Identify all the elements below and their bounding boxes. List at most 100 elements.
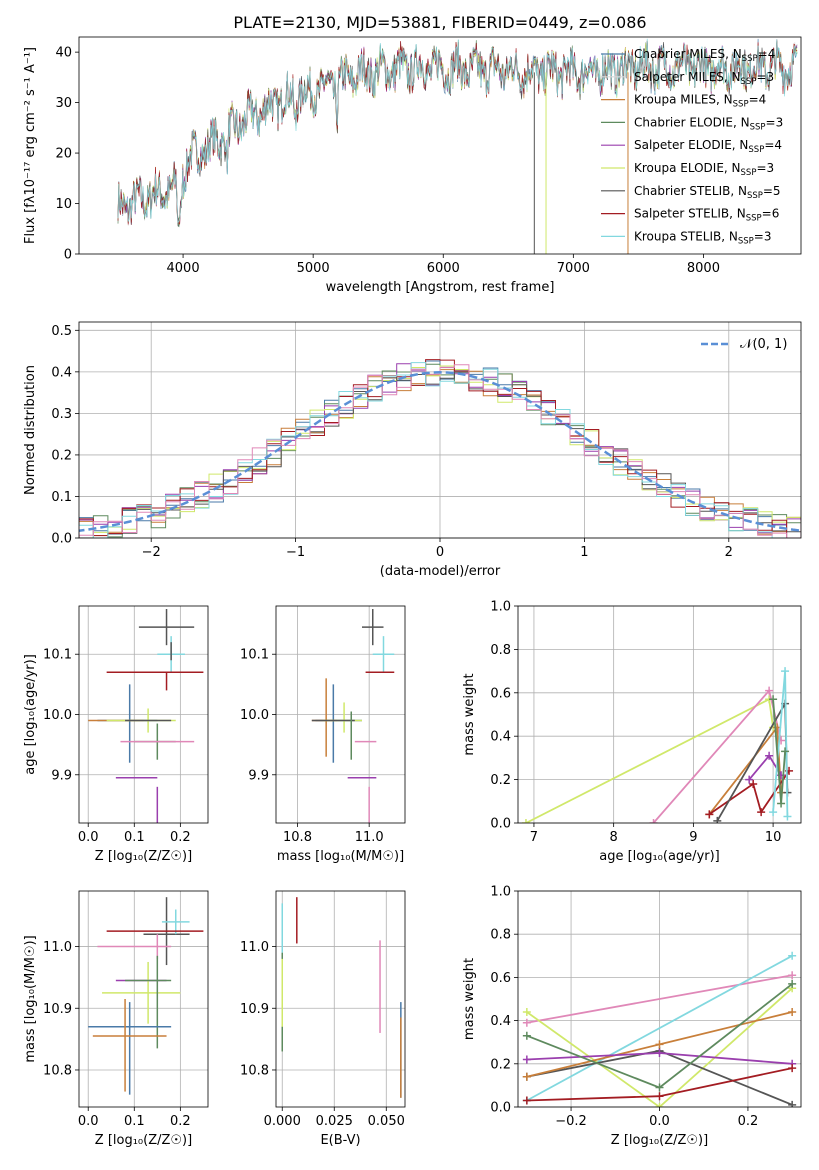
y-tick-label: 11.0 [240,940,269,955]
errorbar-point [362,609,384,646]
y-tick-label: 40 [55,46,72,61]
weight-point-marker [788,971,797,980]
weight-point-marker [522,1031,531,1040]
weight-point-marker [783,812,792,821]
x-tick-label: 0.2 [170,830,191,845]
plot-area [522,951,797,1107]
x-tick-label: 11.0 [355,830,384,845]
weight-point-marker [655,1049,664,1057]
plot-area [311,609,395,823]
y-tick-label: 0.4 [490,730,511,745]
x-tick-label: 2 [725,545,733,560]
weight-point-marker [788,951,797,960]
x-tick-label: −2 [142,545,161,560]
y-tick-label: 11.0 [43,940,72,955]
y-tick-label: 10.0 [240,708,269,723]
y-tick-label: 0 [64,248,72,263]
y-tick-label: 10.9 [43,1002,72,1017]
histogram-step [79,364,801,538]
y-tick-label: 0.2 [490,773,511,788]
y-axis-label: Normed distribution [23,365,38,495]
x-axis-label: Z [log₁₀(Z/Z☉)] [95,1133,192,1148]
x-axis-label: E(B-V) [320,1133,360,1148]
y-tick-label: 1.0 [490,600,511,615]
weight-point-marker [757,808,766,817]
mass-vs-metallicity-panel: 0.0 0.1 0.2 10.8 10.9 11.0 Z [log₁₀(Z/Z☉)] mass… [23,890,209,1148]
weight-series-line [526,987,793,1107]
y-tick-label: 10.1 [43,648,72,663]
weight-point-marker [655,1092,664,1101]
weight-point-marker [522,1096,531,1105]
errorbar-point [322,702,362,733]
y-tick-label: 10.8 [240,1063,269,1078]
errorbar-point [97,934,172,959]
y-tick-label: 0.3 [51,407,72,422]
y-tick-label: 9.9 [248,768,269,783]
x-tick-label: 6000 [427,261,460,276]
weight-point-marker [777,799,786,808]
weight-point-marker [655,1083,664,1092]
mass-vs-ebv-panel: 0.000 0.025 0.050 10.8 10.9 11.0 E(B-V) [240,890,406,1148]
age-vs-mass-panel: 10.8 11.0 9.9 10.0 10.1 mass [log₁₀(M/M☉)] [240,605,406,864]
spectrum-panel: 4000 5000 6000 7000 8000 0 10 20 30 40 wavelength … [23,36,802,295]
x-tick-label: 9 [689,830,697,845]
weight-series-line [526,955,793,1102]
y-tick-label: 10.1 [240,648,269,663]
x-tick-label: 7000 [557,261,590,276]
errorbar-point [315,684,362,763]
errorbar-point [125,955,172,1049]
weight-point-marker [655,1040,664,1049]
weight-point-marker [649,819,658,823]
errorbar-point [92,999,167,1092]
y-tick-label: 0.0 [490,817,511,832]
y-tick-label: 10.0 [43,708,72,723]
weight-point-marker [769,695,778,704]
spectrum-line [117,38,798,223]
x-axis-label: wavelength [Angstrom, rest frame] [326,280,555,295]
errorbar-point [88,1002,172,1095]
plot-area [117,38,798,254]
errorbar-point [372,636,395,673]
x-tick-label: 5000 [297,261,330,276]
x-axis-label: mass [log₁₀(M/M☉)] [277,849,404,864]
weight-point-marker [522,1018,531,1027]
x-tick-label: 10.8 [283,830,312,845]
axes-frame [78,36,802,255]
x-tick-label: −0.2 [555,1114,587,1129]
weight-point-marker [788,1100,797,1107]
y-tick-label: 0.6 [490,971,511,986]
x-tick-label: 0.0 [78,830,99,845]
weight-point-marker [705,810,714,819]
residuals-panel: −2 −1 0 1 2 0.0 0.1 0.2 0.3 0.4 0.5 (data-model)/er… [23,321,802,579]
plot-area [88,897,204,1095]
plot-area [79,359,801,538]
y-axis-label: mass weight [462,958,477,1040]
x-tick-label: 0 [436,545,444,560]
weight-point-marker [788,979,797,988]
errorbar-point [106,671,204,691]
y-tick-label: 0.4 [51,365,72,380]
legend-entry: Salpeter STELIB, NSSP=6 [634,207,779,224]
legend-entry: Chabrier ELODIE, NSSP=3 [634,115,783,132]
weight-point-marker [522,1007,531,1016]
weight-point-marker [713,816,722,823]
legend-entry: Kroupa STELIB, NSSP=3 [634,229,772,246]
plot-area [281,897,402,1098]
weight-point-marker [521,819,530,823]
x-tick-label: 1 [580,545,588,560]
weight-series-line [526,974,793,1024]
x-tick-label: 0.2 [738,1114,759,1129]
axes-frame [78,890,209,1108]
massweight-vs-metallicity-panel: −0.2 0.0 0.2 0.0 0.2 0.4 0.6 0.8 1.0 Z [log₁₀(Z/Z… [462,885,802,1148]
x-tick-label: 8000 [687,261,720,276]
y-tick-label: 9.9 [51,768,72,783]
y-tick-label: 1.0 [490,885,511,900]
x-tick-label: 4000 [167,261,200,276]
plot-area [521,667,794,823]
y-axis-label: mass [log₁₀(M/M☉)] [23,935,38,1062]
x-tick-label: 10 [765,830,782,845]
weight-point-marker [522,1055,531,1064]
massweight-vs-age-panel: 7 8 9 10 0.0 0.2 0.4 0.6 0.8 1.0 age [log₁₀(age/yr… [462,600,802,864]
axes-frame [517,605,802,824]
legend-entry: Chabrier MILES, NSSP=4 [634,47,775,64]
